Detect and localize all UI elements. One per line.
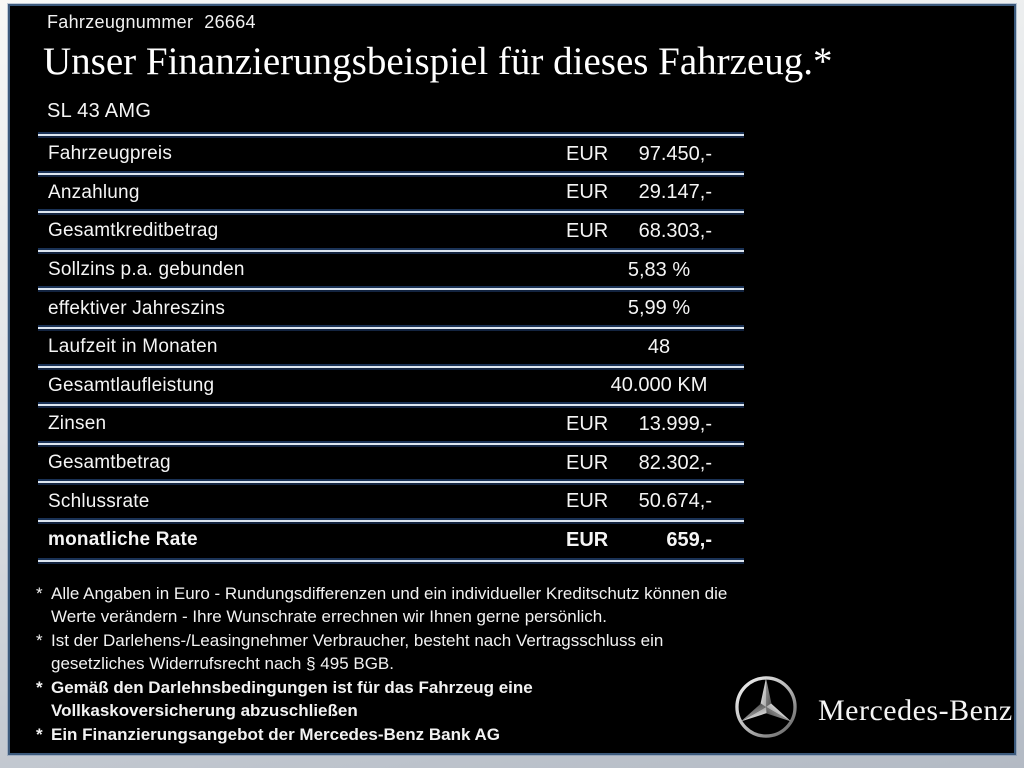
finance-slide: Fahrzeugnummer 26664 Unser Finanzierungsb… [8, 4, 1016, 755]
mercedes-star-icon [735, 676, 797, 738]
footnote-text: Ist der Darlehens-/Leasingnehmer Verbrau… [51, 631, 664, 673]
table-row: effektiver Jahreszins 5,99 % [38, 288, 744, 328]
row-label: Gesamtbetrag [48, 452, 171, 474]
row-label: Zinsen [48, 413, 107, 435]
row-label: Sollzins p.a. gebunden [48, 259, 245, 281]
footnotes: * Alle Angaben in Euro - Rundungsdifferen… [36, 582, 750, 747]
row-currency: EUR [566, 219, 609, 242]
row-amount: 13.999,- [638, 412, 712, 435]
row-value: 5,83 % [566, 259, 752, 282]
row-currency: EUR [566, 451, 609, 474]
table-row: Zinsen EUR 13.999,- [38, 404, 744, 444]
row-value: EUR 97.450,- [566, 143, 712, 166]
page-title: Unser Finanzierungsbeispiel für dieses F… [43, 40, 833, 83]
finance-table: Fahrzeugpreis EUR 97.450,- Anzahlung EUR 29.1… [38, 134, 744, 562]
table-bottom-rule [38, 559, 744, 562]
vehicle-number-value: 26664 [204, 12, 256, 32]
row-label: monatliche Rate [48, 529, 198, 551]
row-amount: 5,83 % [627, 258, 691, 281]
row-label: effektiver Jahreszins [48, 297, 226, 319]
row-label: Gesamtkreditbetrag [48, 220, 219, 242]
row-currency: EUR [566, 528, 609, 551]
table-row: Gesamtlaufleistung 40.000 KM [38, 365, 744, 406]
table-row: Sollzins p.a. gebunden 5,83 % [38, 249, 744, 290]
brand-name: Mercedes-Benz [818, 694, 1013, 727]
row-amount: 5,99 % [627, 297, 691, 320]
footnote-text: Alle Angaben in Euro - Rundungsdifferenz… [51, 584, 728, 626]
table-row: monatliche Rate EUR 659,- [38, 519, 744, 560]
row-amount: 82.302,- [638, 451, 712, 474]
row-label: Anzahlung [48, 181, 140, 203]
table-row: Gesamtbetrag EUR 82.302,- [38, 442, 744, 483]
row-amount: 659,- [666, 528, 712, 551]
row-value: EUR 82.302,- [566, 452, 712, 475]
row-currency: EUR [566, 490, 609, 513]
row-currency: EUR [566, 142, 609, 165]
row-currency: EUR [566, 412, 609, 435]
row-value: EUR 13.999,- [566, 413, 712, 436]
footnote-marker: * [36, 725, 43, 744]
row-amount: 29.147,- [638, 181, 712, 204]
table-row: Laufzeit in Monaten 48 [38, 326, 744, 367]
table-row: Schlussrate EUR 50.674,- [38, 481, 744, 521]
table-row: Fahrzeugpreis EUR 97.450,- [38, 134, 744, 174]
row-value: 48 [566, 336, 752, 359]
row-amount: 48 [647, 335, 671, 358]
footnote: * Alle Angaben in Euro - Rundungsdifferen… [36, 582, 750, 628]
row-currency: EUR [566, 181, 609, 204]
brand-area: Mercedes-Benz [723, 666, 1013, 756]
row-value: 40.000 KM [566, 374, 752, 397]
row-value: EUR 68.303,- [566, 220, 712, 243]
row-label: Laufzeit in Monaten [48, 336, 218, 358]
footnote-text: Ein Finanzierungsangebot der Mercedes-Be… [51, 725, 501, 744]
row-label: Gesamtlaufleistung [48, 374, 215, 396]
table-row: Anzahlung EUR 29.147,- [38, 172, 744, 213]
row-value: EUR 50.674,- [566, 490, 712, 513]
row-value: EUR 659,- [566, 529, 712, 552]
footnote-marker: * [36, 584, 43, 603]
vehicle-number-label: Fahrzeugnummer [47, 12, 194, 32]
footnote-marker: * [36, 678, 43, 697]
table-row: Gesamtkreditbetrag EUR 68.303,- [38, 211, 744, 251]
model-name: SL 43 AMG [47, 100, 152, 122]
row-value: EUR 29.147,- [566, 181, 712, 204]
row-label: Schlussrate [48, 490, 150, 512]
footnote: * Gemäß den Darlehnsbedingungen ist für d… [36, 676, 750, 722]
row-amount: 40.000 KM [610, 374, 708, 397]
footnote-marker: * [36, 631, 43, 650]
vehicle-number: Fahrzeugnummer 26664 [47, 12, 256, 33]
row-amount: 97.450,- [638, 142, 712, 165]
row-amount: 68.303,- [638, 219, 712, 242]
row-label: Fahrzeugpreis [48, 143, 173, 165]
footnote: * Ein Finanzierungsangebot der Mercedes-B… [36, 723, 750, 746]
row-value: 5,99 % [566, 297, 752, 320]
row-amount: 50.674,- [638, 490, 712, 513]
footnote: * Ist der Darlehens-/Leasingnehmer Verbra… [36, 629, 750, 675]
footnote-text: Gemäß den Darlehnsbedingungen ist für da… [51, 678, 533, 720]
